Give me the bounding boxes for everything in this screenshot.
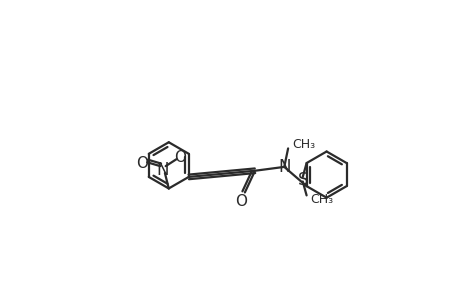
Text: N: N <box>156 161 168 179</box>
Text: CH₃: CH₃ <box>292 138 315 151</box>
Text: N: N <box>278 158 291 176</box>
Text: O: O <box>174 150 186 165</box>
Text: CH₃: CH₃ <box>310 193 333 206</box>
Text: S: S <box>297 171 308 189</box>
Text: O: O <box>135 155 147 170</box>
Text: O: O <box>235 194 246 209</box>
